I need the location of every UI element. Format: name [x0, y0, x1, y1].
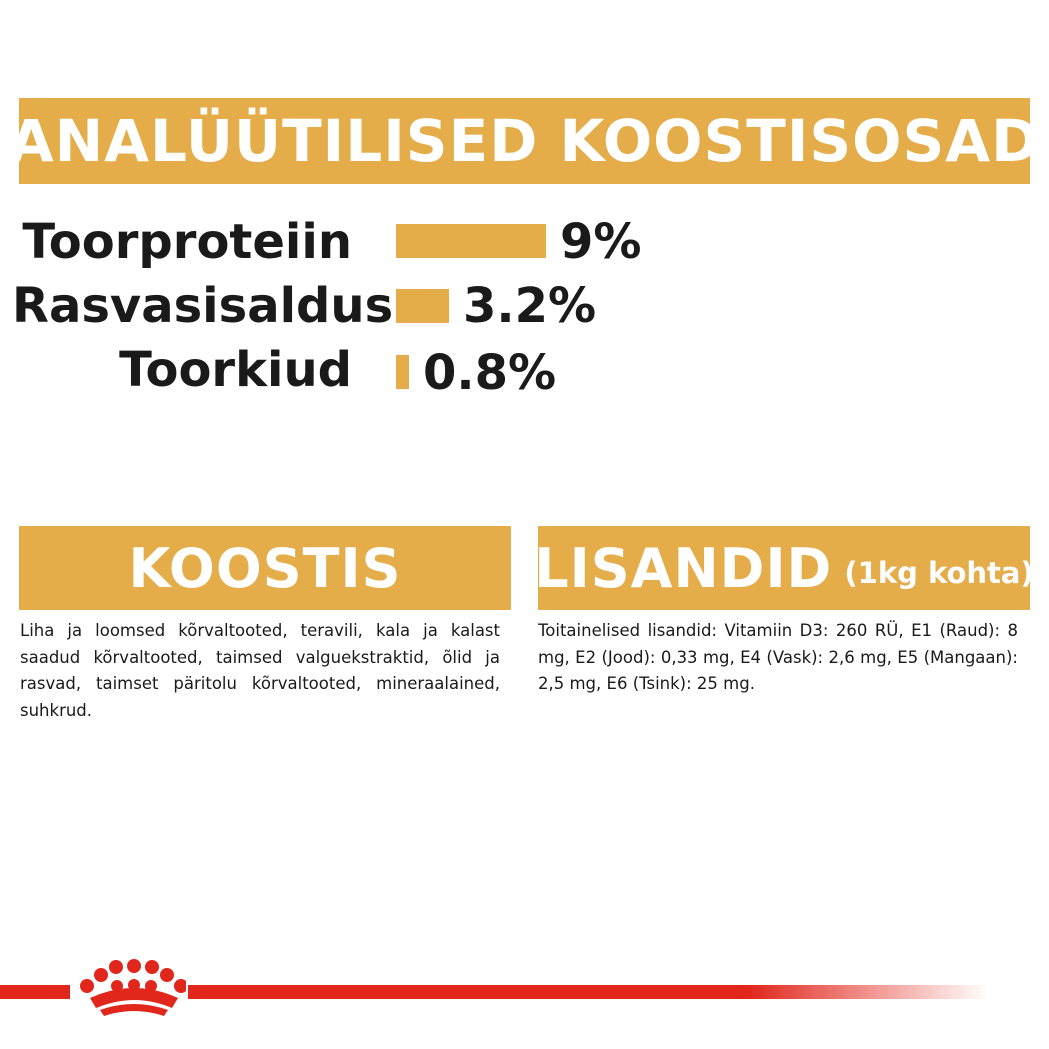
footer-red-line-left — [0, 985, 70, 999]
nutrient-label-fibre: Toorkiud — [119, 342, 352, 398]
nutrient-bar-fat — [396, 289, 449, 323]
nutrient-bar-protein — [396, 224, 546, 258]
nutrient-bar-fibre — [396, 355, 409, 389]
nutrient-label-protein: Toorproteiin — [22, 214, 352, 270]
additives-text: Toitainelised lisandid: Vitamiin D3: 260… — [538, 621, 1018, 693]
nutrient-value-protein: 9% — [560, 214, 642, 270]
composition-banner: KOOSTIS — [19, 526, 511, 610]
analytical-constituents-title: ANALÜÜTILISED KOOSTISOSAD — [19, 107, 1030, 175]
composition-text: Liha ja loomsed kõrvaltooted, teravili, … — [20, 621, 500, 720]
analytical-constituents-banner: ANALÜÜTILISED KOOSTISOSAD — [19, 98, 1030, 184]
composition-title: KOOSTIS — [128, 536, 402, 600]
additives-subtitle: (1kg kohta) — [844, 556, 1030, 590]
nutrient-value-fat: 3.2% — [463, 278, 597, 334]
royal-canin-crown-icon — [80, 959, 186, 1016]
nutrient-value-fibre: 0.8% — [423, 345, 557, 401]
additives-banner: LISANDID (1kg kohta) — [538, 526, 1030, 610]
footer-red-line-right — [188, 985, 988, 999]
additives-title: LISANDID — [538, 536, 833, 600]
nutrient-label-fat: Rasvasisaldus — [12, 278, 394, 334]
